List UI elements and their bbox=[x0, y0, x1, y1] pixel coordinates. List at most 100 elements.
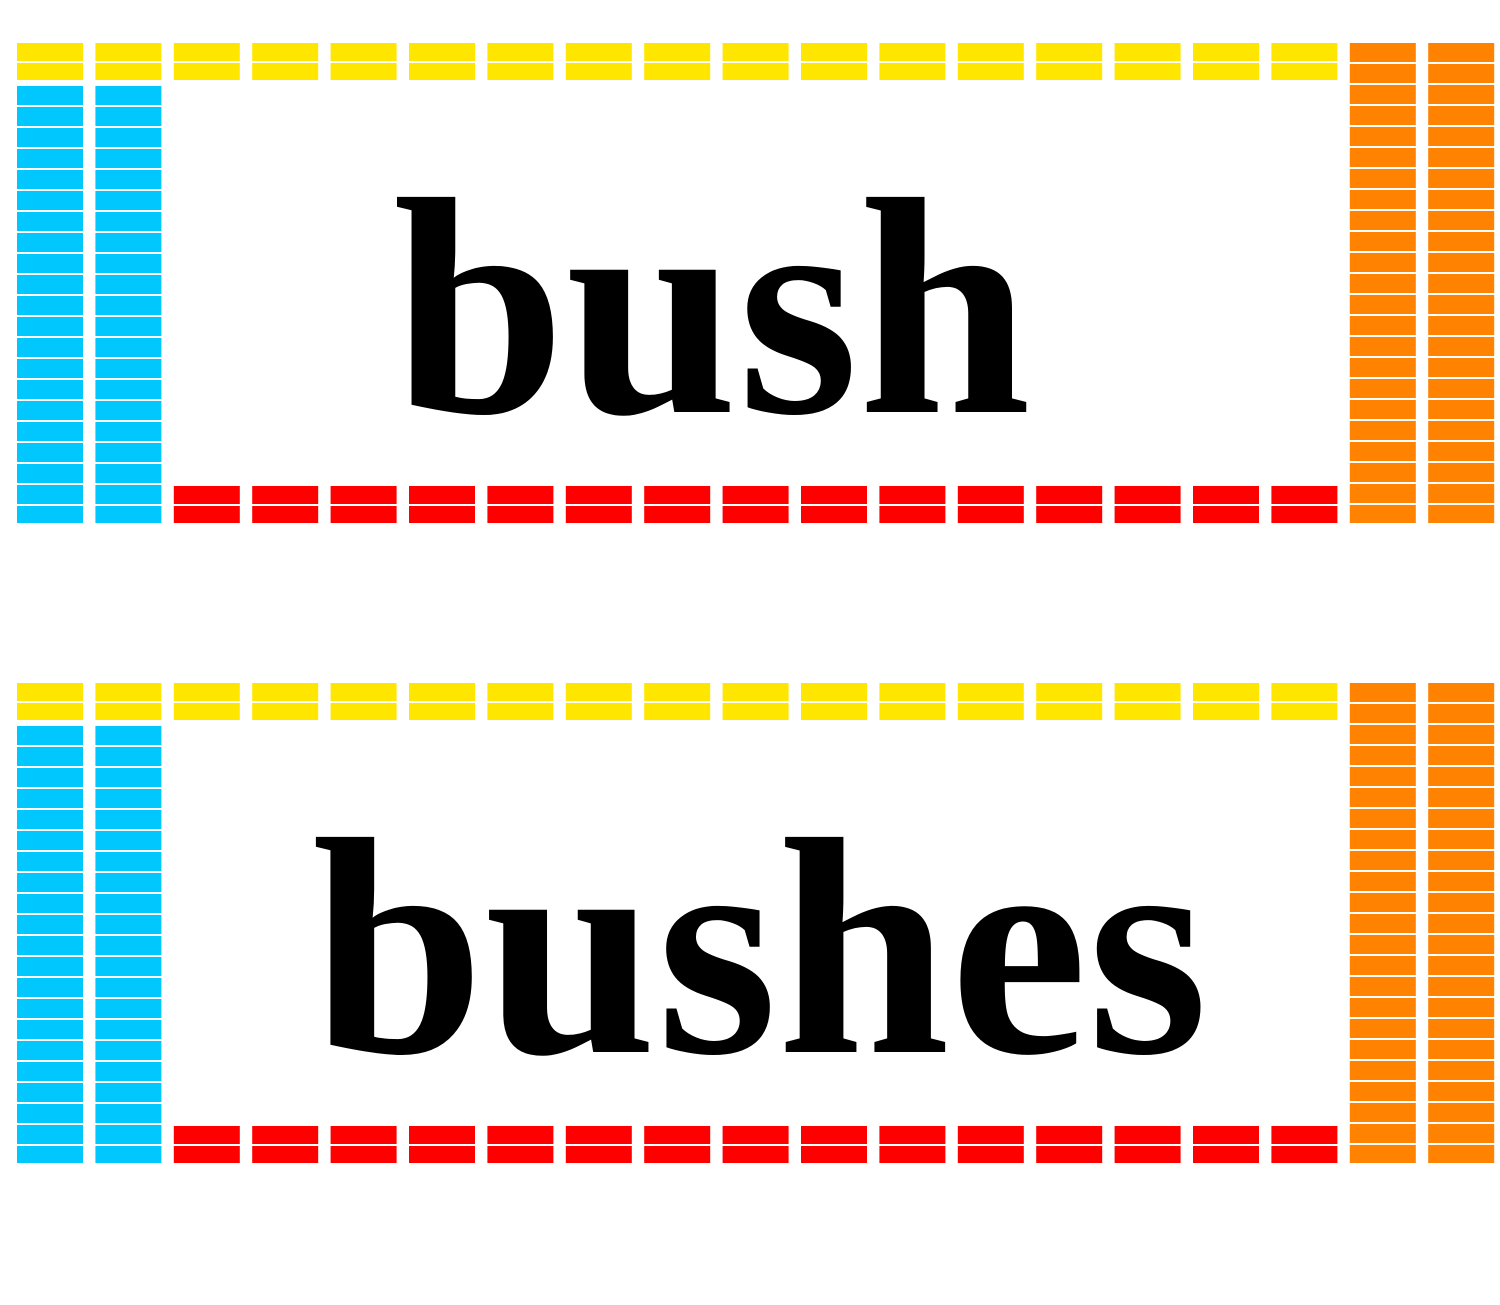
stripe bbox=[1428, 148, 1495, 167]
stripe bbox=[1349, 211, 1416, 230]
stripe bbox=[1428, 442, 1495, 461]
stripe bbox=[95, 149, 162, 168]
stripe bbox=[1193, 506, 1259, 523]
stripe bbox=[1428, 788, 1495, 807]
stripe bbox=[252, 63, 319, 80]
stripe bbox=[17, 443, 83, 462]
stripe bbox=[1349, 809, 1416, 828]
stripe bbox=[487, 63, 554, 80]
stripe bbox=[17, 296, 83, 315]
stripe bbox=[722, 63, 789, 80]
stripe bbox=[1349, 253, 1416, 272]
stripe bbox=[173, 683, 240, 701]
stripe bbox=[565, 683, 632, 701]
stripe bbox=[17, 747, 83, 766]
stripe bbox=[1349, 1040, 1416, 1059]
stripe bbox=[17, 936, 83, 955]
stripe bbox=[409, 43, 475, 61]
stripe bbox=[644, 703, 711, 720]
stripe bbox=[1271, 1146, 1338, 1163]
stripe bbox=[722, 1126, 789, 1144]
stripe bbox=[487, 486, 554, 504]
stripe bbox=[644, 43, 711, 61]
stripe bbox=[1349, 421, 1416, 440]
stripe bbox=[957, 506, 1024, 523]
stripe bbox=[1349, 64, 1416, 83]
stripe bbox=[17, 703, 83, 720]
stripe bbox=[95, 63, 162, 80]
stripe bbox=[1193, 63, 1259, 80]
stripe bbox=[1349, 127, 1416, 146]
stripe bbox=[1428, 872, 1495, 891]
stripe bbox=[95, 789, 162, 808]
stripe bbox=[1349, 463, 1416, 482]
stripe bbox=[1428, 914, 1495, 933]
stripe bbox=[1349, 788, 1416, 807]
stripe bbox=[95, 233, 162, 252]
stripe bbox=[95, 894, 162, 913]
stripe bbox=[1349, 484, 1416, 503]
stripe bbox=[722, 683, 789, 701]
stripe bbox=[17, 1083, 83, 1102]
stripe bbox=[95, 128, 162, 147]
stripe bbox=[1428, 935, 1495, 954]
stripe bbox=[173, 703, 240, 720]
stripe bbox=[1428, 1061, 1495, 1080]
stripe bbox=[95, 506, 162, 523]
stripe bbox=[173, 43, 240, 61]
stripe bbox=[17, 107, 83, 126]
stripe bbox=[17, 338, 83, 357]
stripe bbox=[252, 506, 319, 523]
stripe bbox=[252, 703, 319, 720]
stripe bbox=[644, 1146, 711, 1163]
stripe bbox=[1349, 956, 1416, 975]
stripe bbox=[252, 683, 319, 701]
stripe bbox=[1428, 169, 1495, 188]
stripe bbox=[722, 1146, 789, 1163]
stripe bbox=[1271, 1126, 1338, 1144]
stripe bbox=[95, 86, 162, 105]
stripe bbox=[1428, 704, 1495, 723]
stripe bbox=[1428, 337, 1495, 356]
stripe bbox=[409, 1146, 475, 1163]
stripe bbox=[644, 1126, 711, 1144]
stripe bbox=[801, 683, 867, 701]
stripe bbox=[330, 506, 397, 523]
stripe bbox=[1428, 379, 1495, 398]
stripe bbox=[801, 1146, 867, 1163]
stripe bbox=[1428, 1019, 1495, 1038]
stripe bbox=[95, 852, 162, 871]
stripe bbox=[644, 486, 711, 504]
stripe bbox=[1349, 767, 1416, 786]
stripe bbox=[95, 957, 162, 976]
stripe bbox=[1349, 43, 1416, 62]
stripe bbox=[409, 486, 475, 504]
stripe bbox=[1349, 85, 1416, 104]
stripe bbox=[879, 43, 946, 61]
stripe bbox=[1349, 1082, 1416, 1101]
stripe bbox=[1349, 935, 1416, 954]
stripe bbox=[95, 359, 162, 378]
stripe bbox=[95, 703, 162, 720]
stripe bbox=[95, 683, 162, 701]
stripe bbox=[1114, 1146, 1181, 1163]
stripe bbox=[95, 464, 162, 483]
stripe bbox=[1349, 998, 1416, 1017]
stripe bbox=[1428, 683, 1495, 702]
stripe bbox=[1428, 809, 1495, 828]
stripe bbox=[1271, 63, 1338, 80]
stripe bbox=[1349, 505, 1416, 523]
stripe bbox=[722, 703, 789, 720]
stripe bbox=[95, 275, 162, 294]
stripe bbox=[95, 296, 162, 315]
stripe bbox=[1036, 1146, 1103, 1163]
stripe bbox=[17, 191, 83, 210]
stripe bbox=[95, 915, 162, 934]
word-card: bush bbox=[17, 43, 1495, 523]
stripe bbox=[1349, 148, 1416, 167]
stripe bbox=[95, 831, 162, 850]
stripe bbox=[95, 380, 162, 399]
stripe bbox=[1428, 358, 1495, 377]
stripe bbox=[17, 768, 83, 787]
